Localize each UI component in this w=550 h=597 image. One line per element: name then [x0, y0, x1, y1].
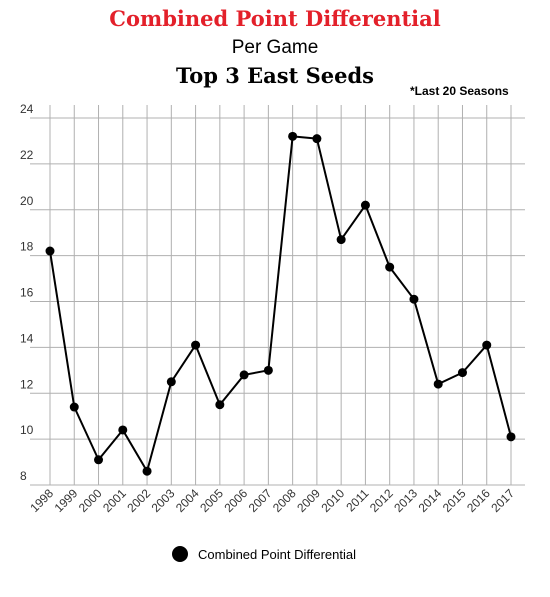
y-tick-label: 14 [20, 331, 34, 345]
y-tick-label: 16 [20, 286, 34, 300]
data-point [263, 365, 273, 375]
x-tick-label: 2008 [270, 486, 299, 515]
y-tick-label: 24 [20, 102, 34, 116]
data-point [312, 134, 322, 144]
data-point [215, 400, 225, 410]
seasons-note: *Last 20 Seasons [410, 84, 509, 98]
data-point [288, 131, 298, 141]
x-tick-label: 2004 [173, 486, 202, 515]
legend-label: Combined Point Differential [198, 546, 357, 562]
data-point [482, 340, 492, 350]
data-point [142, 466, 152, 476]
x-tick-label: 2016 [464, 486, 493, 515]
x-tick-label: 2007 [246, 486, 275, 515]
chart-subtitle-secondary: Top 3 East Seeds [176, 63, 374, 88]
data-point [118, 425, 128, 435]
x-tick-label: 2009 [294, 486, 323, 515]
y-tick-label: 20 [20, 194, 34, 208]
x-tick-label: 2006 [221, 486, 250, 515]
y-tick-label: 22 [20, 148, 34, 162]
x-tick-label: 2013 [391, 486, 420, 515]
data-point [409, 294, 419, 304]
x-tick-label: 2001 [100, 486, 129, 515]
x-tick-label: 2000 [76, 486, 105, 515]
x-tick-label: 2015 [440, 486, 469, 515]
chart-subtitle: Per Game [231, 37, 319, 58]
x-tick-label: 2003 [149, 486, 178, 515]
y-tick-label: 12 [20, 377, 34, 391]
data-point [385, 262, 395, 272]
data-point [45, 246, 55, 256]
data-point [360, 200, 370, 210]
x-tick-label: 1998 [27, 486, 56, 515]
x-tick-label: 2017 [488, 486, 517, 515]
data-point [191, 340, 201, 350]
filled-circle-icon [172, 546, 188, 562]
x-tick-label: 2002 [124, 486, 153, 515]
x-tick-label: 2005 [197, 486, 226, 515]
y-tick-label: 10 [20, 423, 34, 437]
series-line [49, 135, 512, 473]
x-tick-label: 2014 [416, 486, 445, 515]
x-tick-label: 2010 [318, 486, 347, 515]
data-point [433, 379, 443, 389]
x-tick-label: 2012 [367, 486, 396, 515]
data-point [69, 402, 79, 412]
y-tick-label: 8 [20, 469, 27, 483]
chart-legend: Combined Point Differential [172, 546, 356, 562]
data-point [94, 455, 104, 465]
chart-title: Combined Point Differential [109, 6, 441, 31]
y-tick-label: 18 [20, 240, 34, 254]
data-point [336, 235, 346, 245]
data-point [457, 368, 467, 378]
data-point [506, 432, 516, 442]
data-point [239, 370, 249, 380]
x-tick-label: 2011 [343, 486, 371, 514]
x-tick-label: 1999 [52, 486, 81, 515]
data-point [166, 377, 176, 387]
